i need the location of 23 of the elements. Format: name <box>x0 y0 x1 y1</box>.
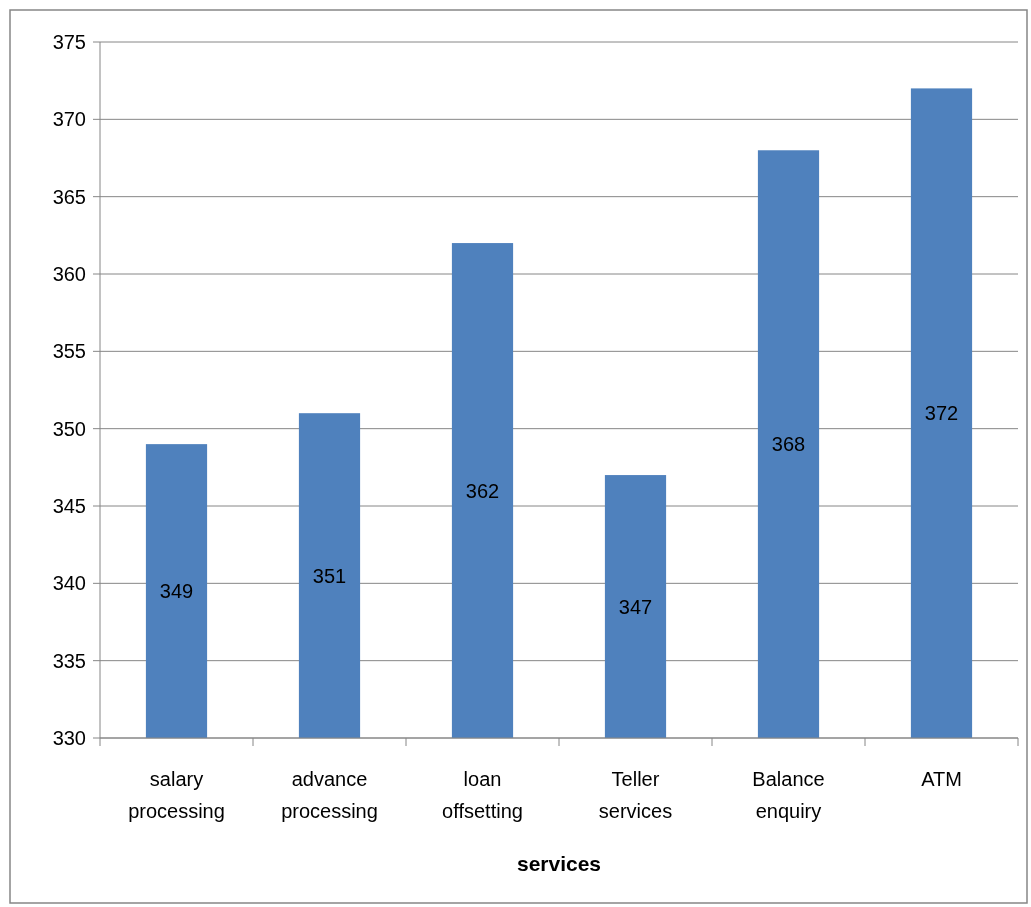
x-tick-label: Balance enquiry <box>752 768 825 822</box>
x-tick-label: advance processing <box>281 768 378 822</box>
y-tick-label: 365 <box>52 185 86 208</box>
y-tick-label: 370 <box>52 108 86 131</box>
y-tick-label: 350 <box>52 417 86 440</box>
y-tick-label: 360 <box>52 263 86 285</box>
x-axis-title: services <box>516 852 602 875</box>
x-tick-label: Teller services <box>598 768 673 822</box>
data-label: 368 <box>771 433 806 456</box>
y-tick-label: 335 <box>52 649 86 672</box>
y-tick-label: 345 <box>52 495 86 517</box>
y-tick-label: 355 <box>52 340 86 363</box>
x-tick-label: salary processing <box>128 768 225 822</box>
y-tick-label: 340 <box>52 572 86 595</box>
y-tick-label: 330 <box>52 727 86 749</box>
data-label: 351 <box>312 564 347 587</box>
y-tick-label: 375 <box>52 31 86 53</box>
data-label: 372 <box>924 402 959 425</box>
x-tick-label: loan offsetting <box>442 768 523 822</box>
data-label: 362 <box>465 479 500 502</box>
data-label: 347 <box>618 595 653 618</box>
x-tick-label: ATM <box>921 768 962 790</box>
data-label: 349 <box>159 580 194 603</box>
